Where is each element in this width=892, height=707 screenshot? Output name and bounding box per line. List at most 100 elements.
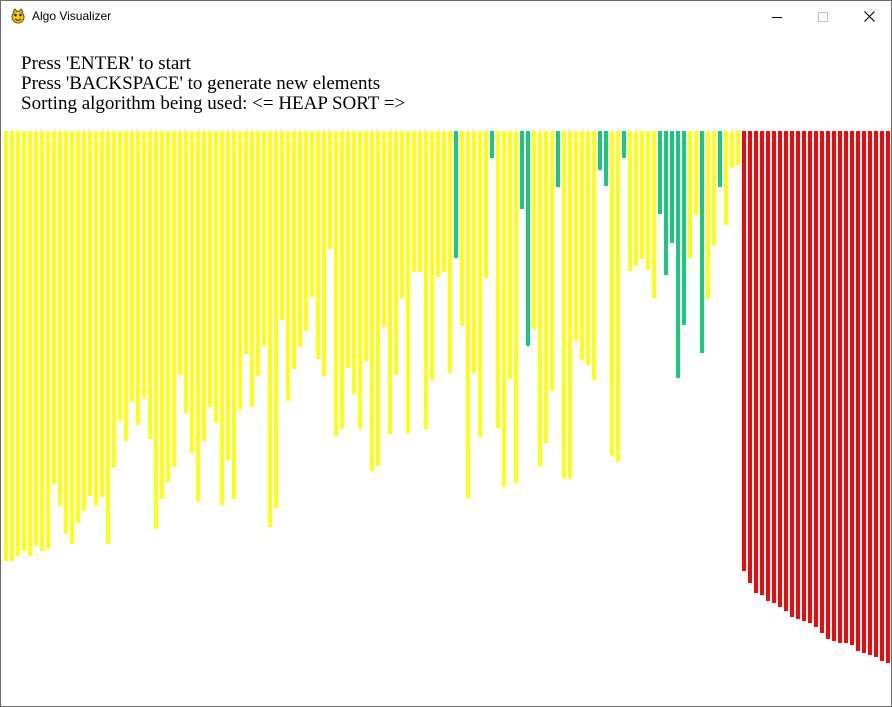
unsorted-bar xyxy=(352,131,356,394)
close-button[interactable] xyxy=(846,1,891,32)
unsorted-bar xyxy=(478,131,482,437)
sorted-bar xyxy=(802,131,806,621)
active-bar xyxy=(490,131,494,158)
sorted-bar xyxy=(766,131,770,601)
unsorted-bar xyxy=(88,131,92,496)
active-bar xyxy=(682,131,686,325)
unsorted-bar xyxy=(400,131,404,298)
active-bar xyxy=(676,131,680,378)
unsorted-bar xyxy=(514,131,518,483)
unsorted-bar xyxy=(226,131,230,460)
unsorted-bar xyxy=(166,131,170,482)
unsorted-bar xyxy=(532,131,536,329)
unsorted-bar xyxy=(328,131,332,249)
unsorted-bar xyxy=(544,131,548,443)
unsorted-bar xyxy=(316,131,320,359)
active-bar xyxy=(670,131,674,243)
unsorted-bar xyxy=(172,131,176,467)
unsorted-bar xyxy=(94,131,98,506)
active-bar xyxy=(664,131,668,275)
active-bar xyxy=(598,131,602,170)
unsorted-bar xyxy=(322,131,326,376)
minimize-icon xyxy=(772,16,782,18)
unsorted-bar xyxy=(112,131,116,468)
active-bar xyxy=(718,131,722,187)
unsorted-bar xyxy=(220,131,224,505)
sorted-bar xyxy=(808,131,812,623)
unsorted-bar xyxy=(262,131,266,346)
unsorted-bar xyxy=(610,131,614,456)
active-bar xyxy=(604,131,608,186)
unsorted-bar xyxy=(646,131,650,270)
unsorted-bar xyxy=(394,131,398,375)
bars-area xyxy=(4,131,890,663)
unsorted-bar xyxy=(484,131,488,278)
unsorted-bar xyxy=(466,131,470,498)
sorted-bar xyxy=(772,131,776,603)
unsorted-bar xyxy=(34,131,38,546)
unsorted-bar xyxy=(142,131,146,398)
unsorted-bar xyxy=(616,131,620,462)
sorted-bar xyxy=(862,131,866,653)
unsorted-bar xyxy=(652,131,656,298)
unsorted-bar xyxy=(508,131,512,379)
unsorted-bar xyxy=(346,131,350,368)
unsorted-bar xyxy=(472,131,476,373)
unsorted-bar xyxy=(154,131,158,529)
unsorted-bar xyxy=(424,131,428,429)
maximize-button[interactable] xyxy=(800,1,846,32)
unsorted-bar xyxy=(460,131,464,326)
unsorted-bar xyxy=(82,131,86,511)
unsorted-bar xyxy=(388,131,392,434)
unsorted-bar xyxy=(64,131,68,534)
unsorted-bar xyxy=(298,131,302,347)
unsorted-bar xyxy=(382,131,386,327)
sorted-bar xyxy=(874,131,878,657)
unsorted-bar xyxy=(136,131,140,425)
unsorted-bar xyxy=(52,131,56,484)
unsorted-bar xyxy=(634,131,638,266)
unsorted-bar xyxy=(268,131,272,527)
unsorted-bar xyxy=(448,131,452,373)
sorted-bar xyxy=(886,131,890,663)
unsorted-bar xyxy=(16,131,20,556)
unsorted-bar xyxy=(100,131,104,497)
unsorted-bar xyxy=(358,131,362,429)
unsorted-bar xyxy=(580,131,584,360)
unsorted-bar xyxy=(190,131,194,453)
unsorted-bar xyxy=(334,131,338,436)
unsorted-bar xyxy=(178,131,182,375)
unsorted-bar xyxy=(310,131,314,297)
sorted-bar xyxy=(796,131,800,619)
unsorted-bar xyxy=(376,131,380,466)
unsorted-bar xyxy=(442,131,446,272)
unsorted-bar xyxy=(106,131,110,544)
minimize-button[interactable] xyxy=(754,1,800,32)
unsorted-bar xyxy=(730,131,734,168)
unsorted-bar xyxy=(40,131,44,551)
unsorted-bar xyxy=(406,131,410,433)
unsorted-bar xyxy=(10,131,14,561)
unsorted-bar xyxy=(640,131,644,259)
sorted-bar xyxy=(778,131,782,607)
unsorted-bar xyxy=(418,131,422,272)
unsorted-bar xyxy=(496,131,500,428)
unsorted-bar xyxy=(574,131,578,341)
unsorted-bar xyxy=(502,131,506,487)
unsorted-bar xyxy=(184,131,188,413)
title-bar[interactable]: Algo Visualizer xyxy=(1,1,891,32)
unsorted-bar xyxy=(304,131,308,331)
unsorted-bar xyxy=(130,131,134,402)
unsorted-bar xyxy=(70,131,74,544)
unsorted-bar xyxy=(628,131,632,271)
unsorted-bar xyxy=(250,131,254,407)
sorted-bar xyxy=(742,131,746,571)
unsorted-bar xyxy=(148,131,152,439)
visualizer-canvas[interactable]: Press 'ENTER' to start Press 'BACKSPACE'… xyxy=(1,32,891,706)
unsorted-bar xyxy=(286,131,290,401)
unsorted-bar xyxy=(124,131,128,441)
pygame-snake-icon xyxy=(11,8,25,24)
active-bar xyxy=(520,131,524,209)
unsorted-bar xyxy=(160,131,164,499)
